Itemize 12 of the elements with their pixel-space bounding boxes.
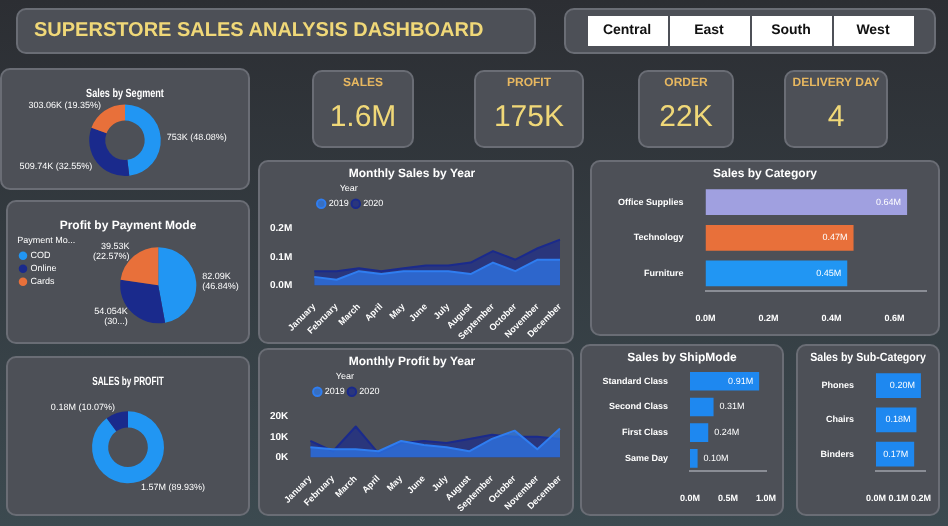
bar: [690, 397, 714, 417]
bar: [690, 449, 698, 468]
bar: [690, 423, 709, 442]
text: 175K: [491, 100, 567, 134]
text: 4: [825, 100, 847, 134]
bar: [690, 371, 760, 391]
text: 1.6M: [327, 100, 399, 134]
bar: [705, 189, 908, 216]
bar: [705, 260, 848, 287]
text: SUPERSTORE SALES ANALYSIS DASHBOARD: [18, 10, 534, 52]
text: 22K: [657, 100, 715, 134]
bar: [705, 224, 854, 251]
